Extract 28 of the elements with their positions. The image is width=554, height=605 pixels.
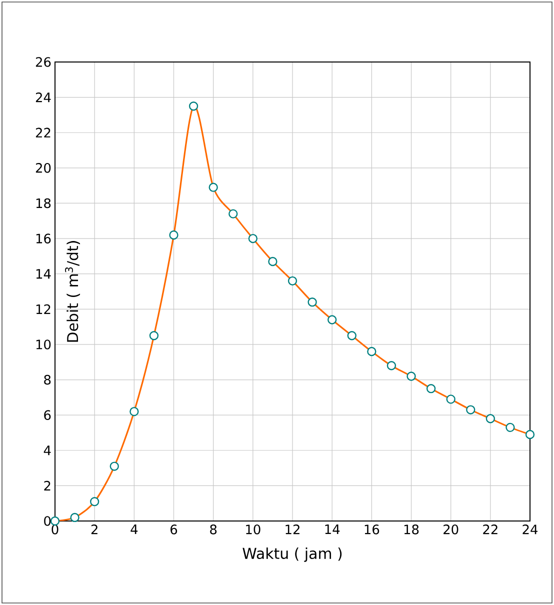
x-tick-label: 16 xyxy=(364,524,380,534)
y-tick-label: 10 xyxy=(36,340,51,350)
y-tick-label: 18 xyxy=(36,198,51,208)
x-tick-label: 18 xyxy=(404,524,419,534)
x-tick-label: 20 xyxy=(444,524,458,534)
y-tick-label: 4 xyxy=(44,446,51,456)
x-tick-label: 2 xyxy=(91,524,98,534)
x-tick-label: 6 xyxy=(170,524,178,534)
y-tick-label: 12 xyxy=(36,304,50,314)
y-tick-label: 6 xyxy=(44,410,51,420)
x-tick-label: 8 xyxy=(210,524,217,534)
y-tick-label: 24 xyxy=(36,92,51,102)
x-tick-label: 24 xyxy=(522,524,538,534)
x-tick-label: 4 xyxy=(130,524,138,534)
x-axis-title: Waktu ( jam ) xyxy=(242,547,342,562)
y-tick-label: 0 xyxy=(44,516,51,526)
x-tick-label: 10 xyxy=(246,524,260,534)
x-tick-label: 22 xyxy=(483,524,498,534)
y-tick-label: 20 xyxy=(36,163,51,173)
y-tick-label: 26 xyxy=(36,57,51,67)
x-tick-label: 12 xyxy=(286,524,300,534)
y-tick-label: 8 xyxy=(44,374,51,385)
y-tick-label: 22 xyxy=(36,128,50,138)
y-axis-title: Debit ( m$^{3}$/dt) xyxy=(65,241,80,342)
y-tick-label: 14 xyxy=(36,269,51,279)
y-tick-label: 16 xyxy=(36,234,51,244)
x-tick-label: 14 xyxy=(325,524,340,534)
y-tick-label: 2 xyxy=(44,480,50,490)
